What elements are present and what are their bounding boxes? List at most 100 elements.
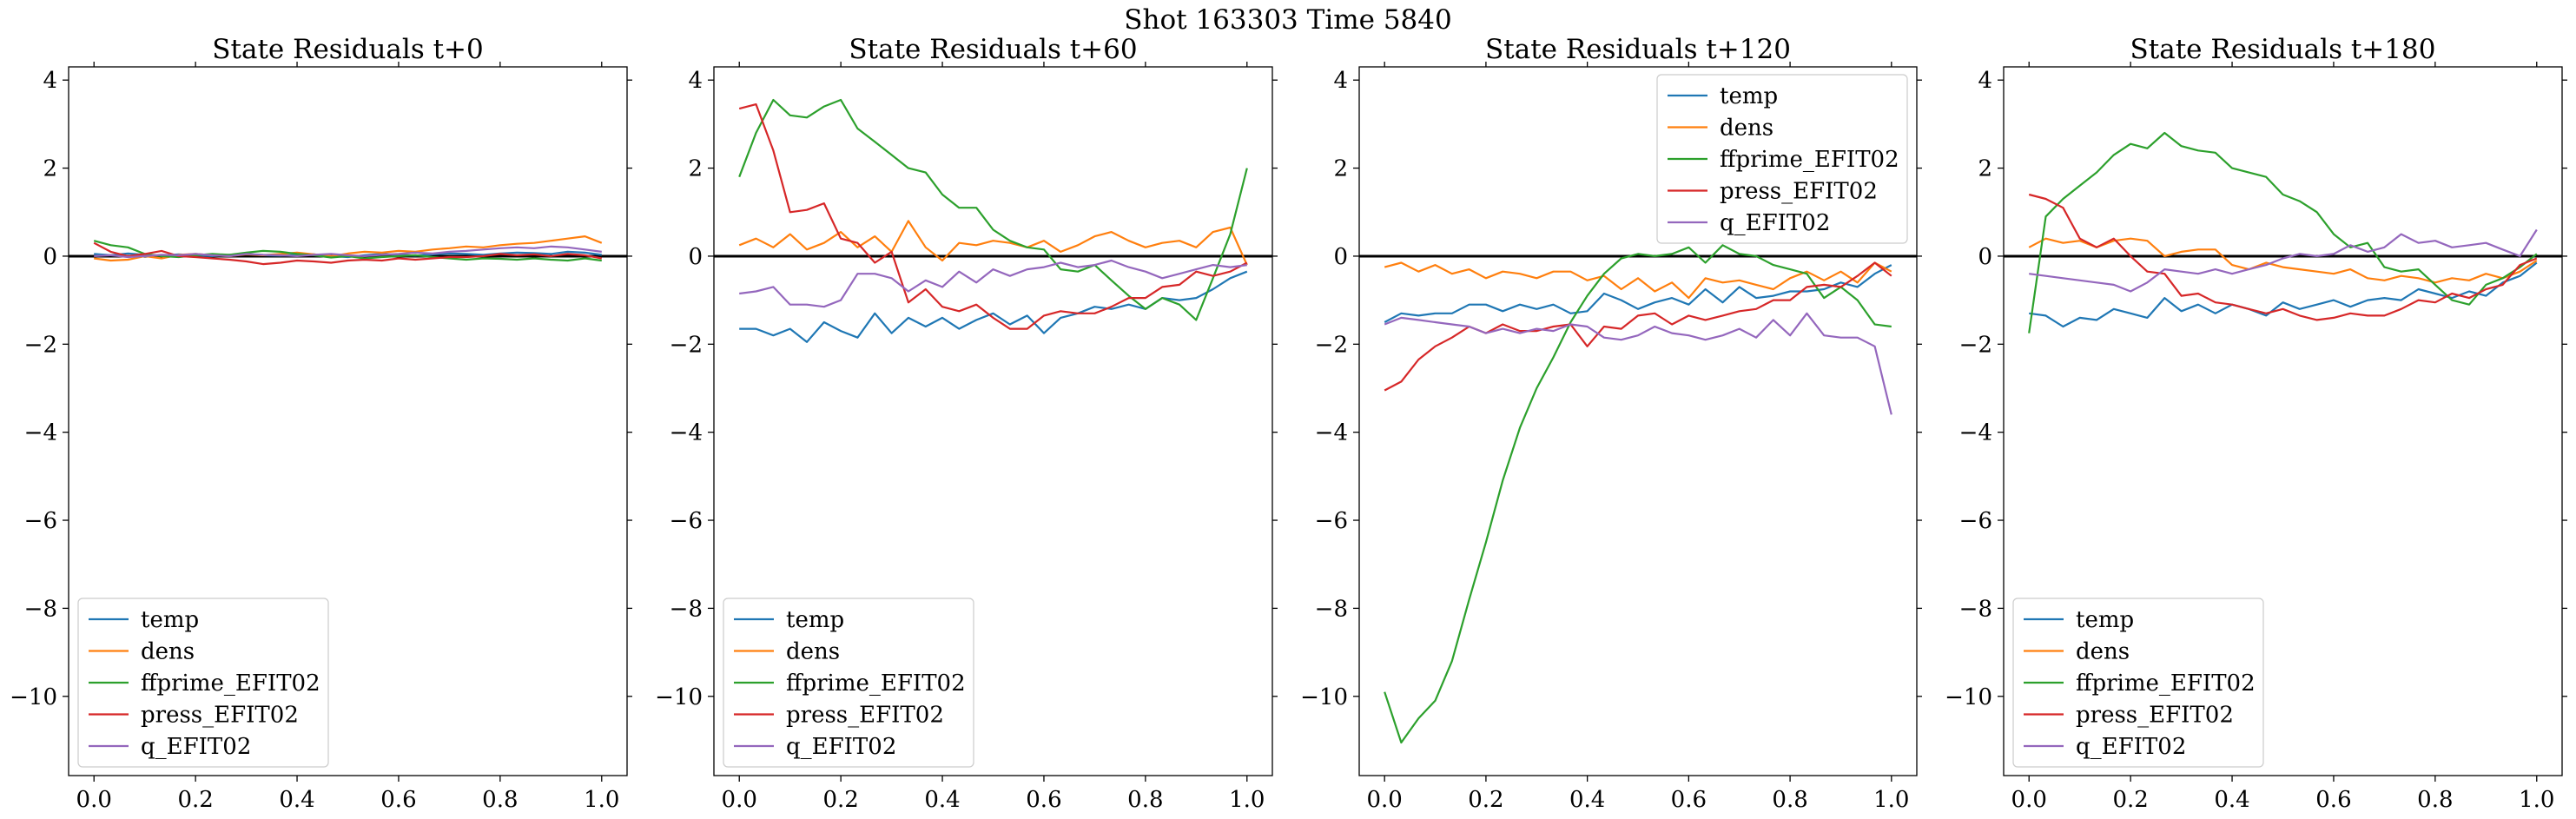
- y-tick-label: −6: [24, 508, 57, 534]
- figure-suptitle: Shot 163303 Time 5840: [1124, 4, 1451, 36]
- legend-label: q_EFIT02: [786, 734, 896, 760]
- legend-label: dens: [1720, 116, 1773, 142]
- panel-3: State Residuals t+180 0.0 0.2 0.4 0.6 0.8 1.0 4…: [1945, 34, 2567, 813]
- y-tick-label: 0: [688, 244, 703, 270]
- panel-1: State Residuals t+60 0.0 0.2 0.4 0.6 0.8 1.0 4 2…: [655, 34, 1278, 813]
- legend-label: q_EFIT02: [2076, 734, 2186, 760]
- y-tick-label: 2: [1333, 156, 1348, 182]
- plot-area: [2004, 131, 2562, 334]
- plot-area: [714, 98, 1272, 343]
- y-tick-label: −4: [670, 420, 703, 446]
- x-tick-label: 0.0: [1367, 787, 1403, 813]
- x-tick-label: 0.2: [2112, 787, 2148, 813]
- x-tick-label: 0.4: [2214, 787, 2249, 813]
- series-line-ffprime_EFIT02: [1384, 244, 1892, 744]
- y-tick-label: −6: [1315, 508, 1348, 534]
- legend-label: dens: [786, 639, 840, 665]
- y-tick-label: −6: [670, 508, 703, 534]
- y-tick-label: 4: [43, 68, 57, 94]
- legend-label: ffprime_EFIT02: [1720, 147, 1899, 173]
- x-tick-label: 0.0: [722, 787, 757, 813]
- series-line-q_EFIT02: [739, 259, 1247, 308]
- y-tick-label: −4: [24, 420, 57, 446]
- x-tick-label: 0.8: [2417, 787, 2453, 813]
- y-tick-label: 4: [1978, 68, 1992, 94]
- axes-frame: [1358, 66, 1918, 776]
- legend-label: press_EFIT02: [141, 703, 299, 729]
- y-tick-label: −2: [1959, 332, 1992, 358]
- y-tick-label: −4: [1959, 420, 1992, 446]
- y-tick-label: −10: [1945, 684, 1992, 710]
- series-line-press_EFIT02: [2028, 193, 2538, 321]
- y-tick-label: 4: [688, 68, 703, 94]
- x-tick-label: 0.4: [924, 787, 960, 813]
- legend-label: q_EFIT02: [1720, 210, 1830, 236]
- y-tick-label: 2: [1978, 156, 1992, 182]
- y-tick-label: −10: [1300, 684, 1348, 710]
- x-tick-label: 0.2: [822, 787, 858, 813]
- x-tick-label: 0.0: [76, 787, 112, 813]
- legend-label: press_EFIT02: [786, 703, 944, 729]
- legend-label: temp: [786, 607, 844, 633]
- legend-label: temp: [2076, 607, 2134, 633]
- series-line-ffprime_EFIT02: [738, 98, 1248, 321]
- legend-label: q_EFIT02: [141, 734, 251, 760]
- x-tick-label: 0.0: [2011, 787, 2047, 813]
- panel-title: State Residuals t+0: [212, 34, 483, 65]
- legend-label: dens: [141, 639, 195, 665]
- axes-frame: [2003, 66, 2563, 776]
- x-tick-label: 0.6: [2315, 787, 2351, 813]
- legend-box: [723, 598, 974, 768]
- legend-label: ffprime_EFIT02: [2076, 670, 2256, 697]
- y-tick-label: 4: [1333, 68, 1348, 94]
- x-tick-label: 0.8: [1772, 787, 1807, 813]
- x-tick-label: 1.0: [584, 787, 619, 813]
- panel-title: State Residuals t+180: [2130, 34, 2436, 65]
- y-tick-label: 0: [43, 244, 57, 270]
- series-line-q_EFIT02: [94, 245, 602, 259]
- legend-box: [77, 598, 329, 768]
- y-tick-label: 2: [688, 156, 703, 182]
- series-line-press_EFIT02: [1384, 261, 1892, 392]
- y-tick-label: −10: [10, 684, 57, 710]
- x-tick-label: 0.4: [279, 787, 314, 813]
- legend-label: temp: [141, 607, 199, 633]
- y-tick-label: −8: [1315, 596, 1348, 622]
- x-tick-label: 1.0: [1229, 787, 1265, 813]
- x-tick-label: 0.6: [1671, 787, 1707, 813]
- series-line-q_EFIT02: [1384, 312, 1892, 415]
- panel-0: State Residuals t+0 0.0 0.2 0.4 0.6 0.8 1.0 4 2 0…: [10, 34, 632, 813]
- x-tick-label: 0.6: [1026, 787, 1061, 813]
- y-tick-label: −10: [655, 684, 703, 710]
- x-tick-label: 0.4: [1569, 787, 1605, 813]
- y-tick-label: −8: [24, 596, 57, 622]
- legend-box: [2012, 598, 2264, 768]
- y-tick-label: −2: [1315, 332, 1348, 358]
- series-line-temp: [739, 270, 1248, 343]
- x-tick-label: 1.0: [2519, 787, 2554, 813]
- legend-label: press_EFIT02: [2076, 703, 2234, 729]
- series-line-press_EFIT02: [738, 102, 1248, 330]
- series-line-ffprime_EFIT02: [2028, 131, 2538, 334]
- panel-title: State Residuals t+120: [1485, 34, 1791, 65]
- y-tick-label: −2: [24, 332, 57, 358]
- series-line-temp: [2029, 261, 2538, 328]
- legend-label: temp: [1720, 83, 1778, 109]
- x-tick-label: 0.8: [482, 787, 518, 813]
- y-tick-label: −6: [1959, 508, 1992, 534]
- series-line-q_EFIT02: [2029, 228, 2538, 293]
- legend-label: ffprime_EFIT02: [141, 670, 320, 697]
- y-tick-label: 0: [1978, 244, 1992, 270]
- plot-area: [69, 235, 627, 266]
- axes-frame: [68, 66, 628, 776]
- legend: temp dens ffprime_EFIT02 press_EFIT02 q_EFIT…: [1656, 74, 1908, 244]
- legend: temp dens ffprime_EFIT02 press_EFIT02 q_EFIT…: [77, 598, 329, 768]
- panel-title: State Residuals t+60: [849, 34, 1137, 65]
- y-tick-label: 2: [43, 156, 57, 182]
- panel-2: State Residuals t+120 0.0 0.2 0.4 0.6 0.8 1.0 4…: [1300, 34, 1922, 813]
- y-tick-label: −4: [1315, 420, 1348, 446]
- x-tick-label: 0.6: [380, 787, 416, 813]
- series-line-dens: [2028, 237, 2538, 284]
- legend: temp dens ffprime_EFIT02 press_EFIT02 q_EFIT…: [2012, 598, 2264, 768]
